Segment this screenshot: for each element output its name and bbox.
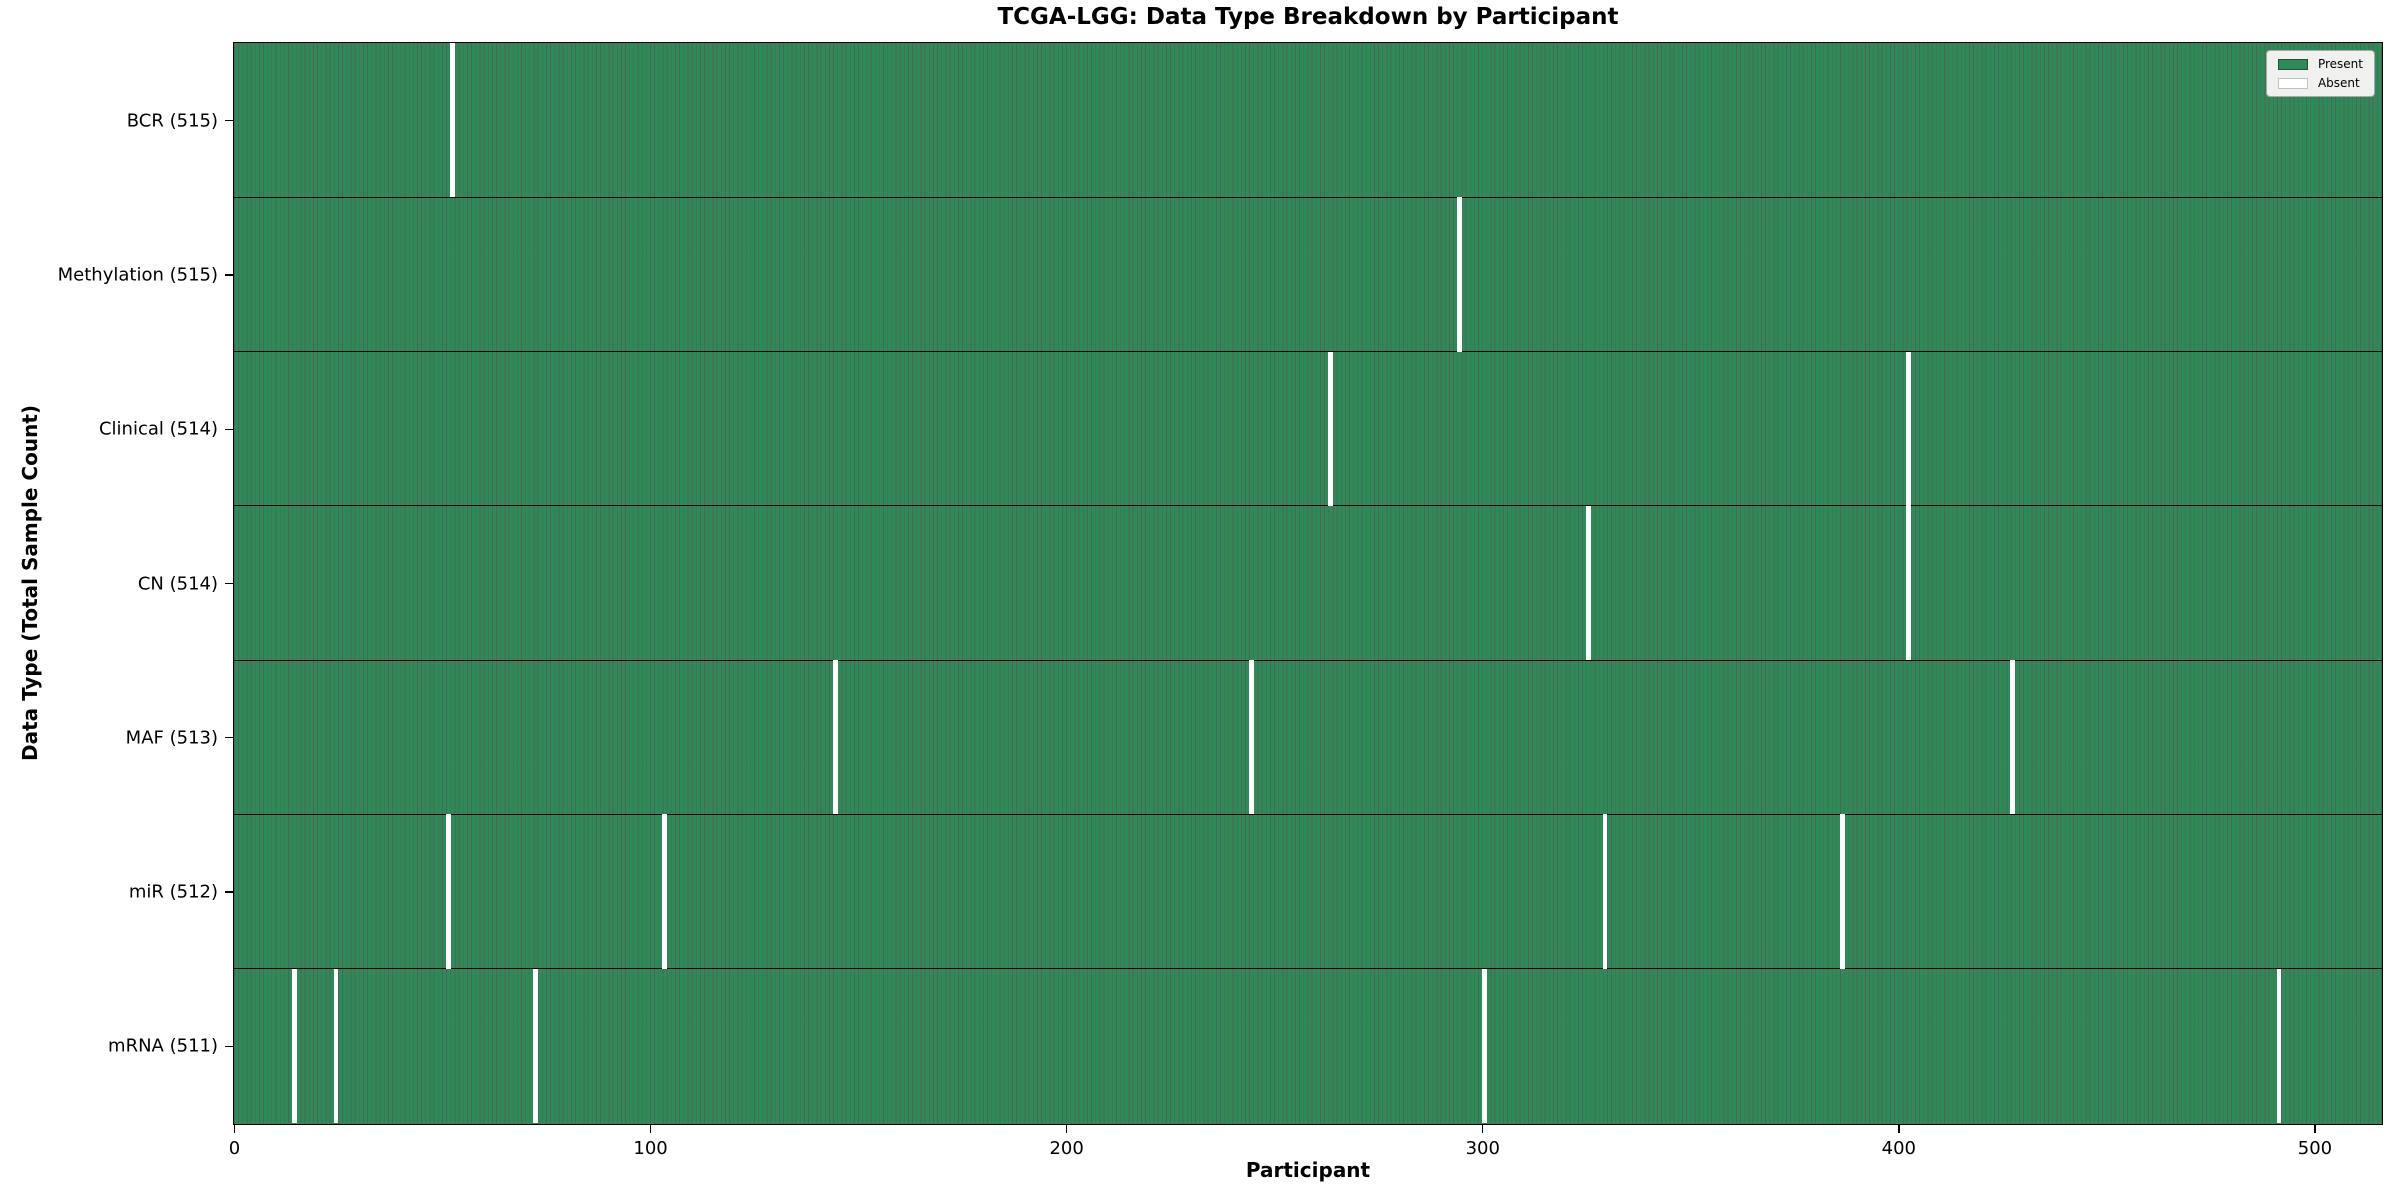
legend-entry-present: Present [2277, 57, 2363, 71]
absent-gap-miR-329 [1602, 814, 1608, 969]
absent-gap-Methylation-294 [1456, 197, 1462, 352]
y-tick-label-Methylation: Methylation (515) [57, 264, 218, 286]
absent-gap-MAF-244 [1248, 660, 1254, 815]
absent-swatch-icon [2277, 77, 2308, 89]
absent-gap-mRNA-24 [333, 968, 339, 1123]
legend-label-absent: Absent [2317, 76, 2360, 90]
absent-gap-MAF-427 [2010, 660, 2016, 815]
row-separator [234, 968, 2382, 970]
absent-gap-BCR-52 [450, 43, 455, 198]
legend-label-present: Present [2317, 57, 2363, 71]
row-separator [234, 505, 2382, 507]
x-tick-label-400: 400 [1881, 1138, 1917, 1159]
absent-gap-CN-402 [1906, 505, 1912, 661]
absent-gap-Clinical-263 [1327, 351, 1333, 506]
row-separator [234, 659, 2382, 661]
y-tick-mark [225, 119, 233, 122]
absent-gap-mRNA-72 [533, 968, 539, 1123]
x-tick-label-200: 200 [1049, 1138, 1084, 1159]
y-tick-label-miR: miR (512) [128, 881, 218, 903]
y-tick-label-Clinical: Clinical (514) [98, 418, 218, 440]
y-tick-label-BCR: BCR (515) [126, 110, 218, 132]
absent-gap-miR-386 [1839, 814, 1845, 969]
x-tick-mark [1898, 1125, 1900, 1133]
y-tick-mark [225, 891, 233, 893]
x-tick-mark [1065, 1125, 1068, 1133]
x-tick-label-500: 500 [2297, 1138, 2333, 1159]
chart-title: TCGA-LGG: Data Type Breakdown by Partici… [997, 4, 1619, 30]
absent-gap-MAF-144 [832, 660, 838, 815]
y-tick-mark [225, 274, 233, 276]
absent-gap-Clinical-402 [1906, 351, 1912, 506]
absent-gap-mRNA-300 [1481, 968, 1487, 1123]
x-tick-mark [649, 1125, 652, 1133]
x-tick-mark [1482, 1125, 1484, 1133]
row-separator [234, 813, 2382, 816]
y-tick-mark [225, 428, 233, 430]
absent-gap-miR-51 [445, 814, 451, 969]
y-tick-mark [225, 737, 233, 739]
absent-gap-mRNA-491 [2276, 968, 2282, 1123]
x-tick-label-300: 300 [1465, 1138, 1500, 1159]
y-tick-label-MAF: MAF (513) [125, 727, 218, 749]
plot-area: Present Absent [233, 42, 2383, 1125]
y-tick-label-mRNA: mRNA (511) [108, 1035, 218, 1057]
x-tick-label-0: 0 [228, 1138, 241, 1159]
present-swatch-icon [2277, 58, 2308, 70]
row-separator [234, 196, 2382, 198]
y-tick-label-CN: CN (514) [137, 573, 218, 594]
legend-entry-absent: Absent [2277, 76, 2363, 90]
x-axis-label: Participant [1245, 1158, 1371, 1182]
absent-gap-miR-103 [662, 814, 668, 969]
y-tick-mark [225, 1045, 233, 1048]
y-tick-mark [225, 582, 233, 585]
absent-gap-mRNA-14 [291, 968, 297, 1123]
x-tick-mark [233, 1125, 236, 1133]
row-separator [234, 350, 2382, 353]
x-tick-mark [2314, 1125, 2316, 1133]
absent-gap-CN-325 [1585, 505, 1591, 661]
x-tick-label-100: 100 [633, 1138, 668, 1159]
legend: Present Absent [2265, 50, 2375, 97]
